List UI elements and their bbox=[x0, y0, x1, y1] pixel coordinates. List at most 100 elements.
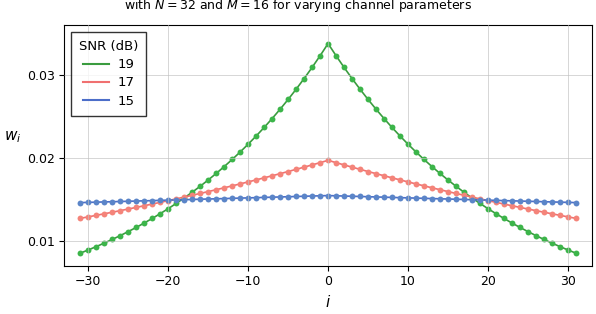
Point bbox=[107, 199, 117, 204]
Point bbox=[563, 214, 573, 219]
Point bbox=[547, 199, 557, 204]
Point bbox=[268, 195, 277, 200]
Point bbox=[139, 198, 149, 203]
Point bbox=[499, 202, 509, 207]
Point bbox=[323, 158, 333, 163]
Point bbox=[364, 97, 373, 102]
Point bbox=[235, 196, 245, 201]
Point bbox=[195, 197, 205, 202]
Point bbox=[291, 194, 301, 199]
Point bbox=[219, 196, 229, 201]
Point bbox=[371, 107, 381, 112]
Point bbox=[467, 197, 477, 202]
Point bbox=[475, 201, 485, 206]
Point bbox=[347, 165, 357, 170]
Point bbox=[179, 195, 189, 200]
Point bbox=[563, 200, 573, 205]
Point bbox=[188, 197, 197, 202]
Point bbox=[339, 193, 349, 198]
Point bbox=[571, 216, 581, 221]
Point bbox=[395, 133, 405, 138]
Point bbox=[499, 216, 509, 221]
Point bbox=[411, 196, 421, 201]
Point bbox=[379, 116, 389, 121]
Point bbox=[451, 191, 461, 196]
Point bbox=[571, 200, 581, 205]
Point bbox=[435, 171, 445, 176]
Point bbox=[243, 179, 253, 184]
Point bbox=[571, 251, 581, 256]
Point bbox=[228, 183, 237, 188]
Point bbox=[188, 190, 197, 195]
Point bbox=[156, 200, 165, 205]
Point bbox=[387, 195, 397, 200]
Point bbox=[459, 193, 468, 198]
Point bbox=[347, 194, 357, 199]
Point bbox=[308, 162, 317, 167]
Point bbox=[212, 171, 221, 176]
Point bbox=[515, 205, 524, 210]
Point bbox=[371, 171, 381, 176]
Point bbox=[123, 229, 133, 234]
Point bbox=[371, 194, 381, 199]
Point bbox=[299, 76, 309, 81]
Point bbox=[219, 164, 229, 169]
Point bbox=[100, 241, 109, 246]
Point bbox=[539, 237, 549, 242]
Point bbox=[163, 206, 173, 211]
Point bbox=[507, 220, 517, 225]
Point bbox=[308, 193, 317, 198]
X-axis label: $i$: $i$ bbox=[325, 294, 331, 310]
Point bbox=[419, 183, 429, 188]
Point bbox=[531, 208, 541, 213]
Point bbox=[283, 97, 293, 102]
Point bbox=[212, 187, 221, 192]
Point bbox=[355, 87, 365, 92]
Point bbox=[252, 177, 261, 182]
Point bbox=[467, 195, 477, 200]
Point bbox=[315, 160, 325, 165]
Point bbox=[427, 164, 437, 169]
Point bbox=[188, 193, 197, 198]
Point bbox=[219, 185, 229, 190]
Point bbox=[107, 210, 117, 215]
Y-axis label: $w_i$: $w_i$ bbox=[4, 130, 21, 145]
Point bbox=[323, 41, 333, 46]
Point bbox=[379, 173, 389, 178]
Point bbox=[132, 225, 141, 230]
Point bbox=[443, 189, 453, 194]
Point bbox=[123, 199, 133, 204]
Point bbox=[339, 162, 349, 167]
Point bbox=[555, 244, 564, 249]
Point bbox=[116, 208, 125, 213]
Point bbox=[203, 177, 213, 182]
Point bbox=[395, 195, 405, 200]
Point bbox=[291, 87, 301, 92]
Point bbox=[163, 198, 173, 203]
Point bbox=[547, 211, 557, 216]
Point bbox=[539, 199, 549, 204]
Point bbox=[387, 125, 397, 130]
Point bbox=[259, 175, 269, 180]
Point bbox=[147, 198, 157, 203]
Point bbox=[555, 200, 564, 205]
Point bbox=[100, 199, 109, 204]
Point bbox=[443, 197, 453, 202]
Point bbox=[92, 200, 101, 205]
Point bbox=[212, 196, 221, 201]
Point bbox=[387, 175, 397, 180]
Point bbox=[83, 247, 93, 252]
Point bbox=[419, 157, 429, 162]
Point bbox=[132, 198, 141, 203]
Point bbox=[172, 201, 181, 206]
Text: with $N = 32$ and $M = 16$ for varying channel parameters: with $N = 32$ and $M = 16$ for varying c… bbox=[124, 0, 472, 14]
Point bbox=[203, 189, 213, 194]
Point bbox=[76, 251, 85, 256]
Point bbox=[491, 200, 501, 205]
Point bbox=[92, 244, 101, 249]
Point bbox=[116, 233, 125, 238]
Point bbox=[347, 76, 357, 81]
Point bbox=[275, 194, 285, 199]
Point bbox=[323, 193, 333, 198]
Point bbox=[491, 211, 501, 216]
